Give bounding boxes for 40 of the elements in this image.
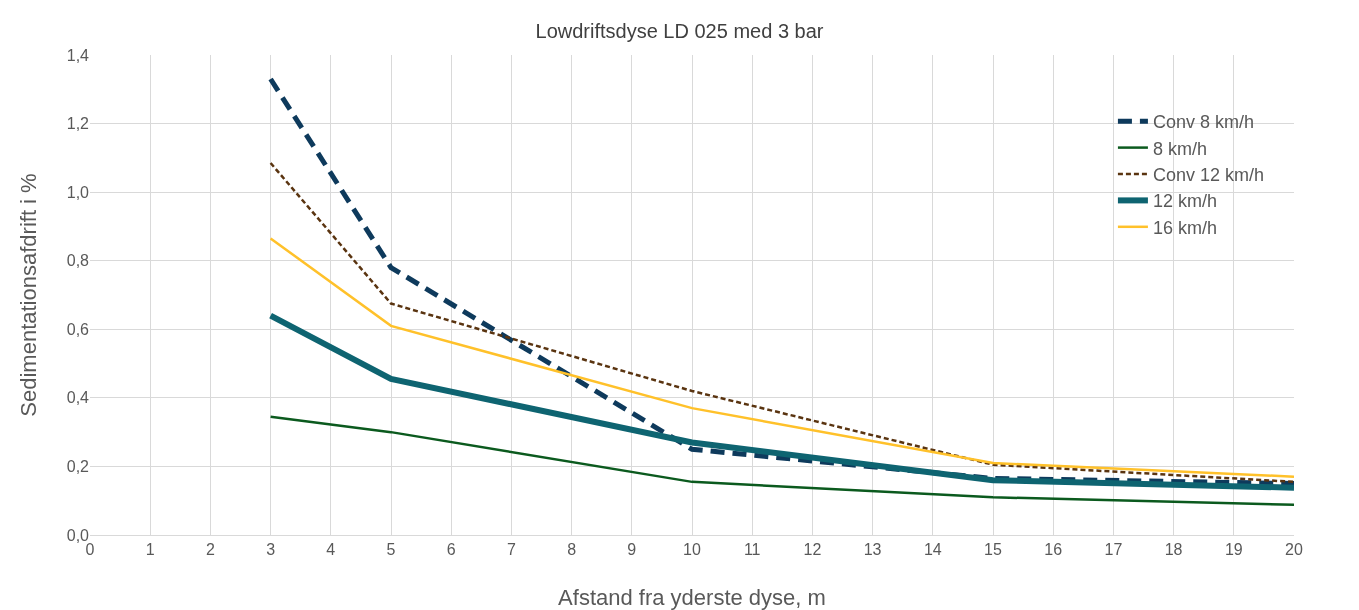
line-series [269, 161, 1294, 484]
x-tick-label: 16 [1044, 541, 1063, 559]
x-tick-label: 17 [1104, 541, 1123, 559]
y-tick-label: 1,4 [66, 46, 90, 64]
x-tick-label: 4 [326, 541, 336, 559]
y-tick-label: 0,6 [66, 320, 90, 338]
x-tick-label: 19 [1224, 541, 1243, 559]
legend-label: 16 km/h [1152, 217, 1217, 238]
legend-label: Conv 8 km/h [1152, 112, 1254, 133]
x-tick-label: 11 [743, 541, 761, 559]
x-tick-label: 8 [567, 541, 577, 559]
y-tick-label: 0,4 [66, 389, 90, 407]
chart-title: Lowdriftsdyse LD 025 med 3 bar [535, 20, 824, 43]
x-tick-label: 2 [205, 541, 215, 559]
x-tick-label: 7 [506, 541, 516, 559]
x-tick-label: 10 [683, 541, 701, 559]
x-tick-label: 18 [1164, 541, 1183, 559]
x-tick-label: 14 [923, 541, 942, 559]
x-tick-label: 12 [803, 541, 822, 559]
x-tick-label: 13 [863, 541, 882, 559]
line-series [269, 415, 1294, 507]
line-series [269, 237, 1294, 478]
y-tick-label: 1,0 [66, 183, 90, 201]
x-tick-label: 1 [145, 541, 155, 559]
x-tick-label: 3 [266, 541, 276, 559]
y-tick-label: 1,2 [66, 115, 90, 133]
x-tick-label: 5 [386, 541, 396, 559]
legend-label: 12 km/h [1152, 191, 1217, 212]
x-axis-title: Afstand fra yderste dyse, m [558, 585, 826, 610]
y-tick-label: 0,0 [66, 526, 90, 544]
x-tick-label: 0 [85, 541, 95, 559]
legend-label: 8 km/h [1152, 138, 1207, 159]
x-tick-label: 15 [984, 541, 1002, 559]
y-tick-label: 0,2 [66, 458, 90, 476]
y-tick-label: 0,8 [66, 252, 90, 270]
y-axis-title: Sedimentationsafdrift i % [16, 173, 41, 417]
x-tick-label: 6 [446, 541, 456, 559]
x-tick-label: 9 [627, 541, 637, 559]
x-tick-label: 20 [1285, 541, 1303, 559]
legend-label: Conv 12 km/h [1152, 165, 1264, 186]
